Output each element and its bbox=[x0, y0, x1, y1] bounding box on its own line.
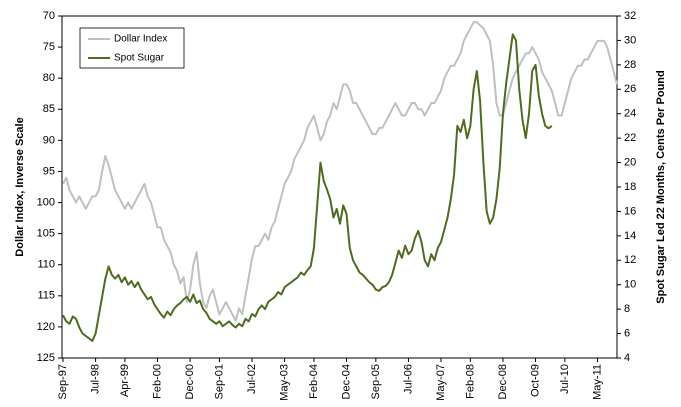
x-tick-label: Oct-09 bbox=[529, 364, 541, 397]
y2-tick-label: 24 bbox=[624, 108, 636, 120]
y-tick-label: 75 bbox=[43, 41, 55, 53]
y-tick-label: 125 bbox=[37, 352, 55, 364]
legend-label: Spot Sugar bbox=[114, 53, 165, 64]
y-tick-label: 90 bbox=[43, 134, 55, 146]
y-tick-label: 115 bbox=[37, 290, 55, 302]
x-tick-label: Dec-04 bbox=[340, 364, 352, 399]
series-line bbox=[62, 21, 618, 322]
y-tick-label: 100 bbox=[37, 196, 55, 208]
y-tick-label: 95 bbox=[43, 165, 55, 177]
series-line bbox=[62, 33, 553, 342]
x-tick-label: Sep-01 bbox=[213, 364, 225, 399]
legend-box bbox=[79, 27, 185, 69]
y2-axis-title: Spot Sugar Led 22 Months, Cents Per Poun… bbox=[655, 70, 667, 303]
y-tick-label: 120 bbox=[37, 321, 55, 333]
y2-tick-label: 28 bbox=[624, 59, 636, 71]
y2-tick-label: 10 bbox=[624, 279, 636, 291]
y-tick-label: 80 bbox=[43, 72, 55, 84]
x-tick-label: Feb-04 bbox=[308, 364, 320, 399]
x-tick-label: Dec-08 bbox=[497, 364, 509, 399]
y2-tick-label: 4 bbox=[624, 352, 630, 364]
y2-tick-label: 26 bbox=[624, 83, 636, 95]
y-tick-label: 110 bbox=[37, 259, 55, 271]
y2-tick-label: 32 bbox=[624, 10, 636, 22]
x-tick-label: Sep-05 bbox=[370, 364, 382, 399]
y-tick-label: 70 bbox=[43, 10, 55, 22]
y2-tick-label: 14 bbox=[624, 230, 636, 242]
y2-tick-label: 22 bbox=[624, 132, 636, 144]
x-tick-label: Jul-02 bbox=[246, 364, 258, 394]
y2-tick-label: 16 bbox=[624, 205, 636, 217]
x-tick-label: May-03 bbox=[279, 364, 291, 401]
x-tick-label: Jul-06 bbox=[402, 364, 414, 394]
y2-tick-label: 20 bbox=[624, 156, 636, 168]
x-tick-label: Feb-08 bbox=[464, 364, 476, 399]
y2-tick-label: 18 bbox=[624, 181, 636, 193]
y2-tick-label: 12 bbox=[624, 254, 636, 266]
y2-tick-label: 6 bbox=[624, 327, 630, 339]
x-tick-label: Dec-00 bbox=[184, 364, 196, 399]
x-tick-label: Feb-00 bbox=[151, 364, 163, 399]
y2-tick-label: 8 bbox=[624, 303, 630, 315]
x-tick-label: Sep-97 bbox=[57, 364, 69, 399]
x-tick-label: May-11 bbox=[591, 364, 603, 400]
y2-tick-label: 30 bbox=[624, 34, 636, 46]
y-axis-title: Dollar Index, Inverse Scale bbox=[14, 117, 26, 256]
x-tick-label: May-07 bbox=[435, 364, 447, 401]
x-tick-label: Jul-98 bbox=[89, 364, 101, 394]
legend-label: Dollar Index bbox=[114, 34, 167, 45]
y-tick-label: 105 bbox=[37, 228, 55, 240]
x-tick-label: Jul-10 bbox=[559, 364, 571, 394]
x-tick-label: Apr-99 bbox=[119, 364, 131, 397]
y-tick-label: 85 bbox=[43, 103, 55, 115]
